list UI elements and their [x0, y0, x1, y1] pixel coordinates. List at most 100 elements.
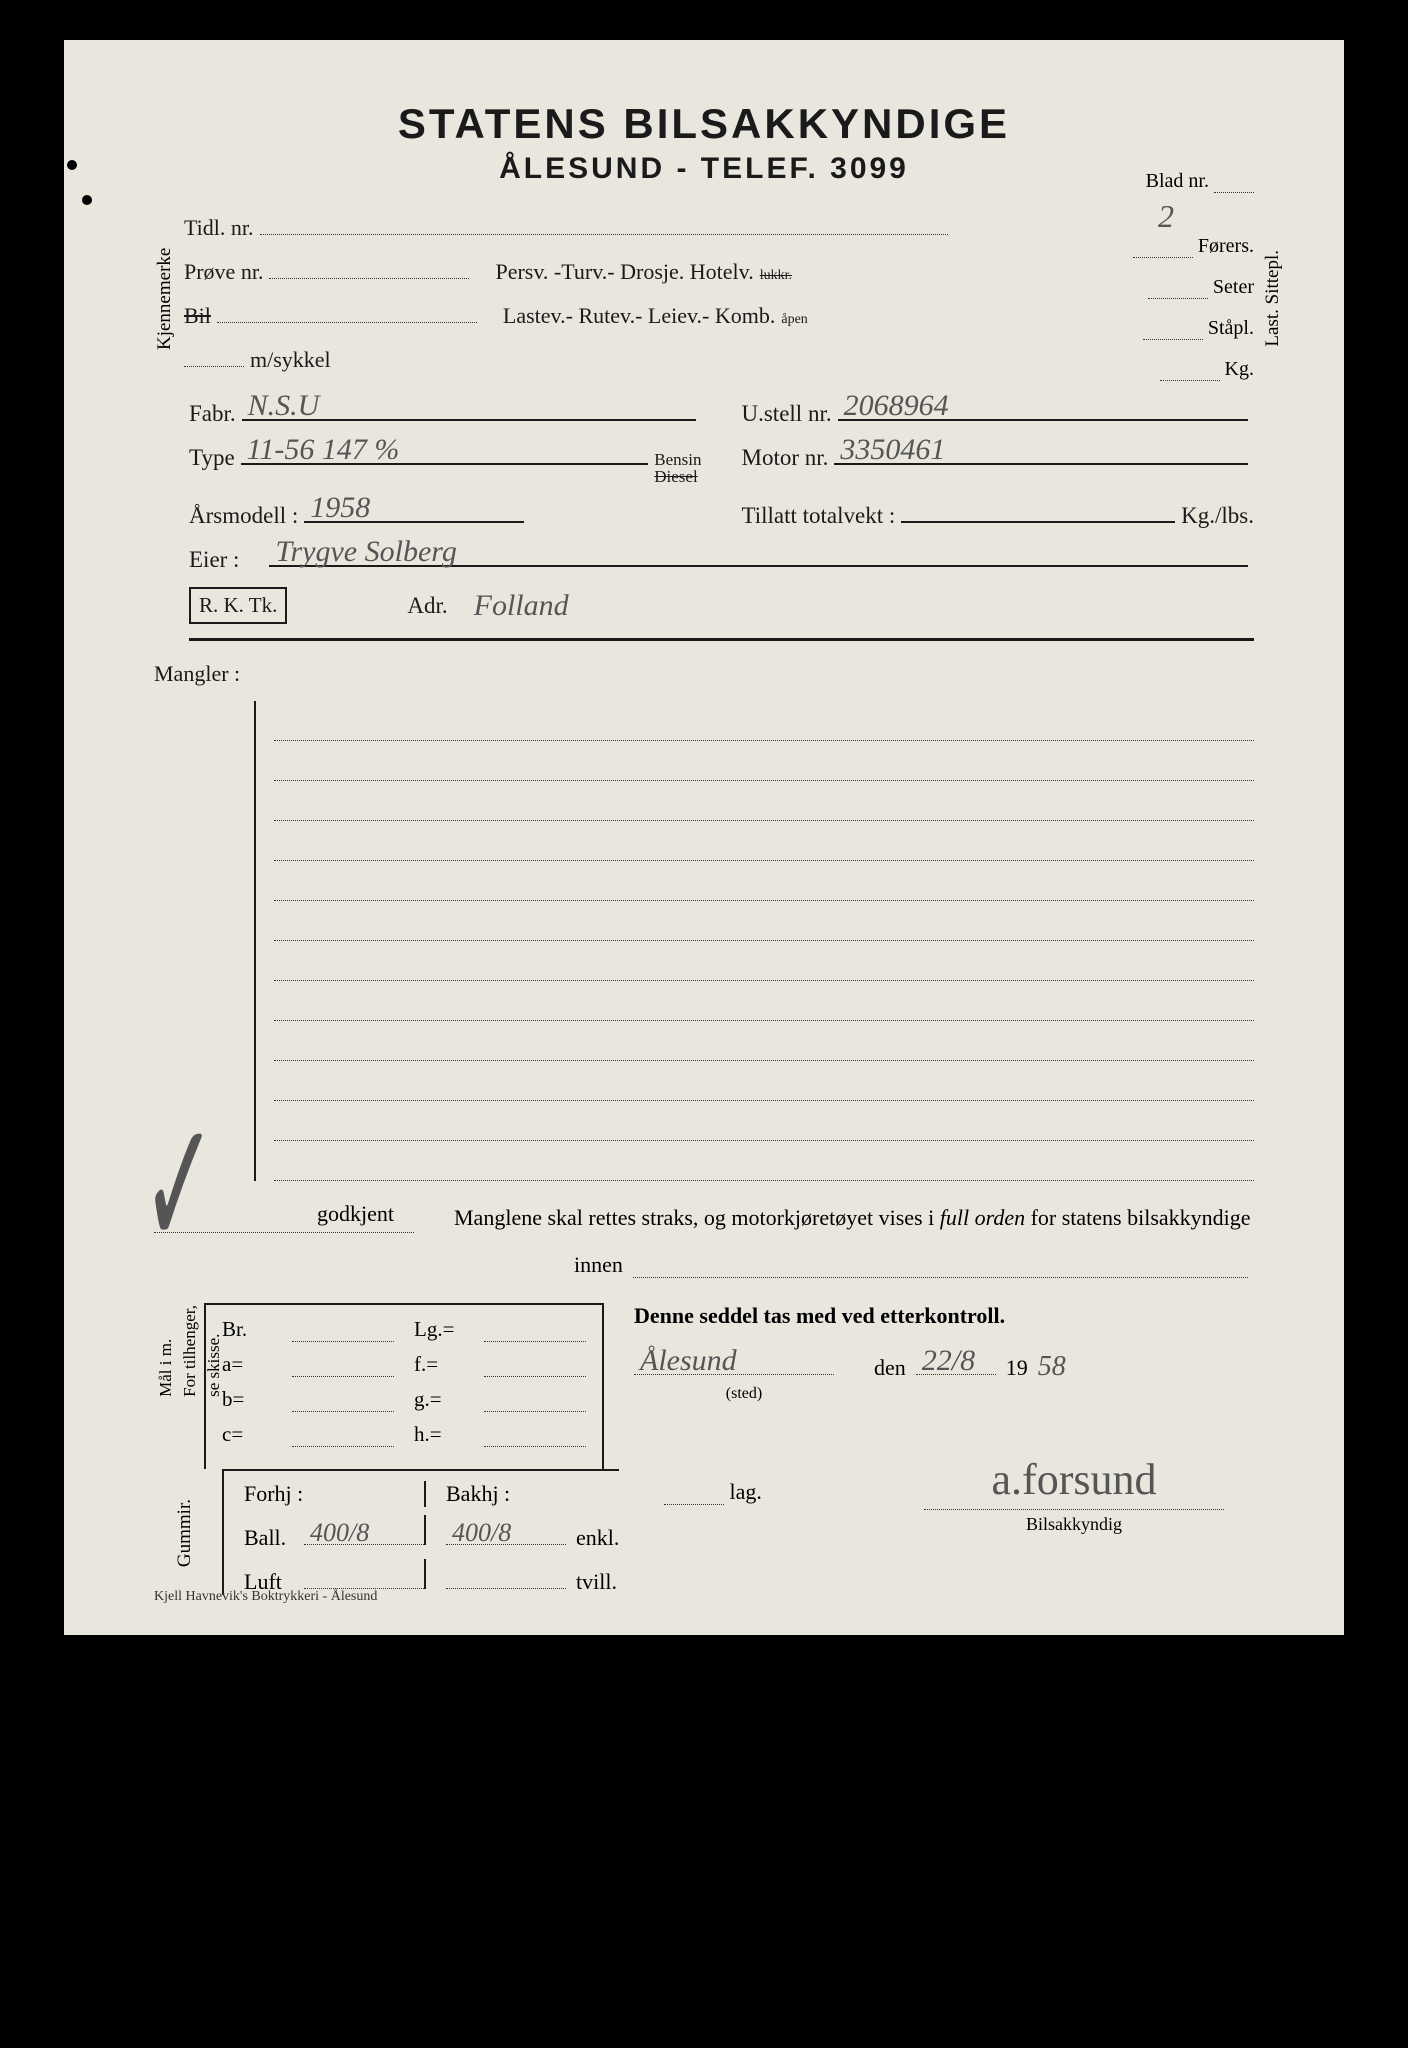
enkl-label: enkl.	[576, 1525, 619, 1551]
kjennemerke-label: Kjennemerke	[154, 211, 176, 387]
checkmark-icon: ✓	[142, 1081, 217, 1290]
last-sittepl-label: Last. Sittepl.	[1262, 250, 1284, 347]
blank-line	[274, 821, 1254, 861]
blank-line	[274, 1061, 1254, 1101]
top-form-section: Kjennemerke Tidl. nr. Prøve nr. Persv. -…	[154, 211, 1254, 387]
footer-text: Kjell Havnevik's Boktrykkeri - Ålesund	[154, 1589, 377, 1605]
lg-label: Lg.=	[414, 1317, 464, 1342]
bottom-section: Mål i m. For tilhenger, se skisse. Br. L…	[154, 1303, 1254, 1469]
ball-forhj-value: 400/8	[310, 1518, 369, 1548]
etterkontroll-block: Denne seddel tas med ved etterkontroll. …	[634, 1303, 1254, 1469]
title: STATENS BILSAKKYNDIGE	[154, 100, 1254, 148]
innen-label: innen	[574, 1252, 623, 1278]
etterkontroll-text: Denne seddel tas med ved etterkontroll.	[634, 1303, 1254, 1329]
a-label: a=	[222, 1352, 272, 1377]
signature-value: a.forsund	[924, 1454, 1224, 1510]
fabr-value: N.S.U	[248, 389, 320, 423]
seter-label: Seter	[1213, 276, 1254, 298]
eier-label: Eier :	[189, 547, 239, 573]
forers-value: 2	[1158, 198, 1174, 235]
prove-nr-label: Prøve nr.	[184, 259, 263, 285]
f-label: f.=	[414, 1352, 464, 1377]
lastev-label: Lastev.- Rutev.- Leiev.- Komb.	[503, 303, 775, 329]
godkjent-label: godkjent	[317, 1201, 394, 1226]
kglbs-label: Kg./lbs.	[1181, 503, 1254, 529]
type-value: 11-56 147 %	[247, 433, 400, 467]
fabr-label: Fabr.	[189, 401, 236, 427]
apen-label: åpen	[781, 312, 807, 328]
rktk-box: R. K. Tk.	[189, 587, 287, 624]
blank-line	[274, 781, 1254, 821]
kg-label: Kg.	[1225, 358, 1254, 380]
stapl-label: Ståpl.	[1208, 317, 1254, 339]
blank-line	[274, 701, 1254, 741]
blank-line	[274, 901, 1254, 941]
blank-line	[274, 1101, 1254, 1141]
h-label: h.=	[414, 1422, 464, 1447]
mangler-lines	[274, 701, 1254, 1181]
right-column: Førers. Seter Ståpl. Kg.	[1133, 235, 1254, 399]
measure-vert-labels: Mål i m. For tilhenger, se skisse.	[156, 1305, 224, 1397]
signature-label: Bilsakkyndig	[924, 1514, 1224, 1535]
ball-bakhj-value: 400/8	[452, 1518, 511, 1548]
sted-value: Ålesund	[640, 1344, 737, 1378]
tvill-label: tvill.	[576, 1569, 617, 1595]
divider-line	[189, 638, 1254, 641]
adr-value: Folland	[474, 589, 569, 622]
ustell-value: 2068964	[844, 389, 949, 423]
measure-box: Mål i m. For tilhenger, se skisse. Br. L…	[204, 1303, 604, 1469]
c-label: c=	[222, 1422, 272, 1447]
godkjent-field: ✓ godkjent	[154, 1201, 414, 1233]
forhj-label: Forhj :	[244, 1481, 424, 1507]
motor-label: Motor nr.	[742, 445, 829, 471]
forers-label: Førers.	[1198, 235, 1254, 257]
ball-label: Ball.	[244, 1525, 304, 1551]
punch-hole	[67, 160, 77, 170]
blank-line	[274, 741, 1254, 781]
lukkr-label: lukkr.	[760, 268, 792, 284]
lag-label: lag.	[664, 1479, 762, 1505]
ustell-label: U.stell nr.	[742, 401, 832, 427]
prove-nr-value	[269, 255, 469, 279]
godkjent-row: ✓ godkjent Manglene skal rettes straks, …	[154, 1201, 1254, 1234]
g-label: g.=	[414, 1387, 464, 1412]
punch-hole	[82, 195, 92, 205]
blank-line	[274, 981, 1254, 1021]
blank-line	[274, 1021, 1254, 1061]
tidl-nr-label: Tidl. nr.	[184, 215, 254, 241]
document-page: STATENS BILSAKKYNDIGE ÅLESUND - TELEF. 3…	[64, 40, 1344, 1635]
year-value: 58	[1038, 1351, 1066, 1383]
bil-label: Bil	[184, 303, 211, 329]
innen-row: innen	[574, 1252, 1254, 1278]
blank-line	[274, 941, 1254, 981]
adr-label: Adr.	[407, 593, 447, 619]
type-label: Type	[189, 445, 235, 471]
den-label: den	[874, 1355, 906, 1381]
gummir-vert-label: Gummir.	[174, 1499, 196, 1567]
subtitle: ÅLESUND - TELEF. 3099	[154, 152, 1254, 186]
tillatt-label: Tillatt totalvekt :	[742, 503, 896, 529]
header: STATENS BILSAKKYNDIGE ÅLESUND - TELEF. 3…	[154, 100, 1254, 186]
blad-nr-value	[1214, 173, 1254, 193]
mangler-vline	[254, 701, 256, 1181]
b-label: b=	[222, 1387, 272, 1412]
tidl-nr-value	[260, 211, 948, 235]
br-label: Br.	[222, 1317, 272, 1342]
signature-area: a.forsund Bilsakkyndig	[924, 1454, 1224, 1535]
diesel-label: Diesel	[654, 467, 697, 486]
arsmodell-value: 1958	[310, 491, 370, 525]
mangler-label: Mangler :	[154, 661, 240, 687]
gummir-table: Forhj : Bakhj : Ball. 400/8 400/8 enkl. …	[222, 1469, 619, 1595]
eier-value: Trygve Solberg	[275, 535, 456, 569]
msykkel-label: m/sykkel	[250, 347, 331, 373]
date-value: 22/8	[922, 1344, 975, 1378]
year-prefix: 19	[1006, 1355, 1028, 1381]
blad-nr-label: Blad nr.	[1146, 170, 1209, 192]
bakhj-label: Bakhj :	[424, 1481, 604, 1507]
blank-line	[274, 1141, 1254, 1181]
mangler-section: Mangler :	[154, 661, 1254, 1181]
godkjent-text: Manglene skal rettes straks, og motorkjø…	[454, 1201, 1254, 1234]
persv-label: Persv. -Turv.- Drosje. Hotelv.	[495, 259, 753, 285]
vehicle-details: Fabr. N.S.U U.stell nr. 2068964 Type 11-…	[189, 397, 1254, 641]
arsmodell-label: Årsmodell :	[189, 503, 298, 529]
